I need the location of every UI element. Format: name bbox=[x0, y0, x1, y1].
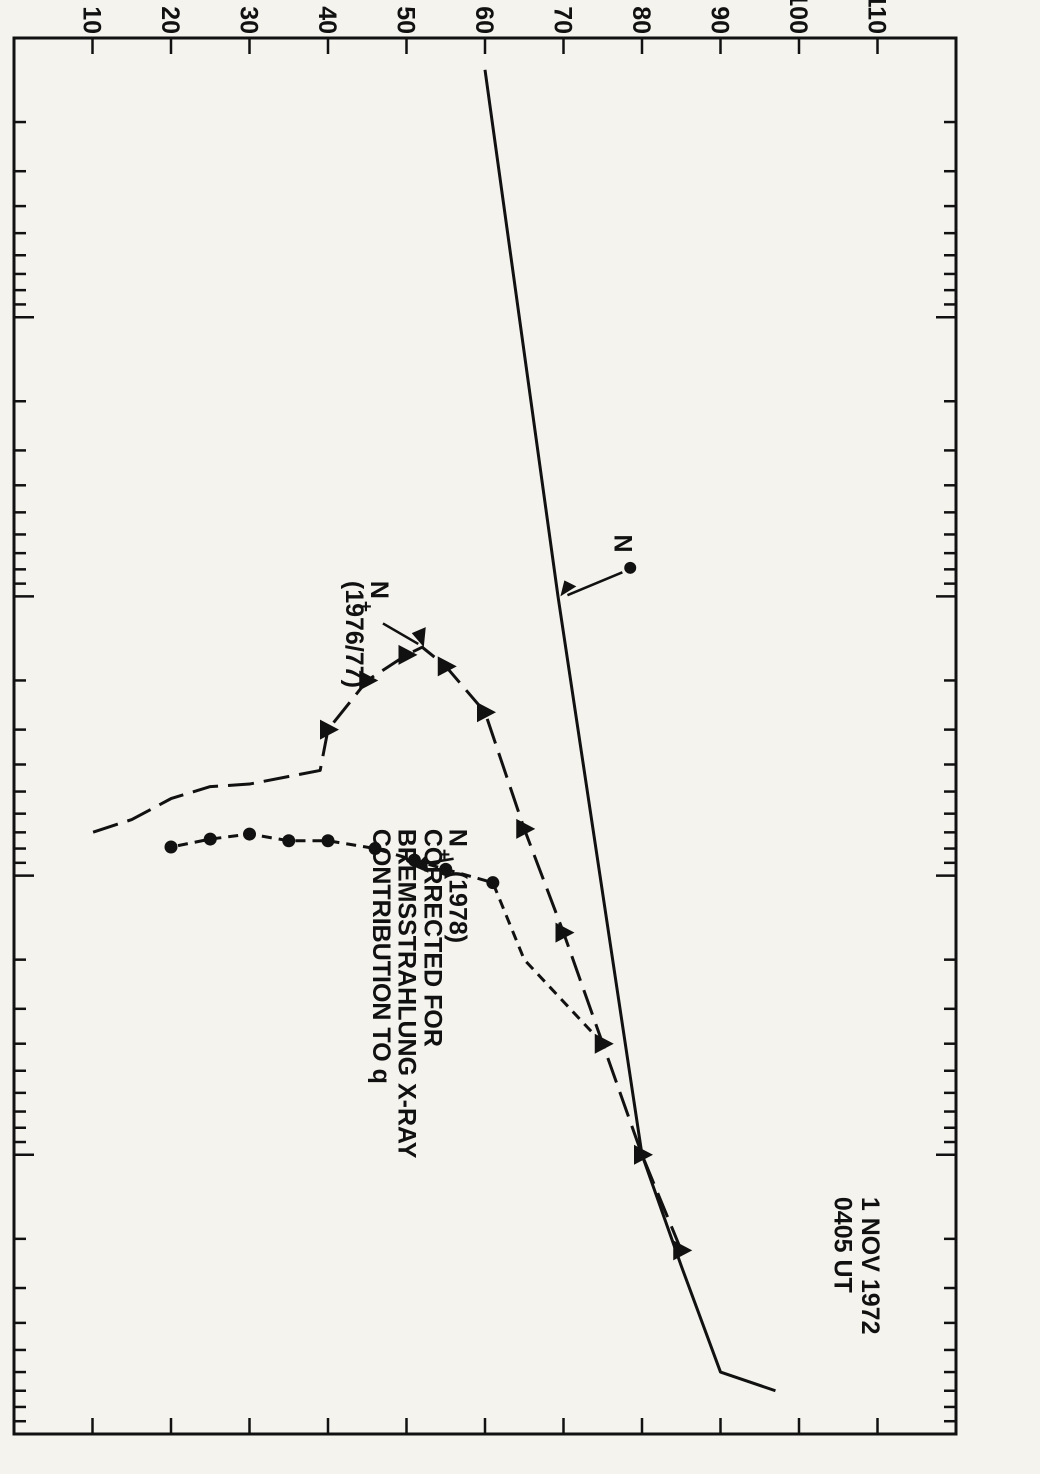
data-point-triangle bbox=[673, 1240, 693, 1261]
annotation-n-dot bbox=[624, 561, 637, 574]
y-tick-label: 30 bbox=[235, 6, 263, 34]
annotation-n-plus-1976-77: N +(1976/77) bbox=[340, 581, 426, 688]
data-point-circle bbox=[407, 853, 421, 867]
y-tick-label: 70 bbox=[549, 6, 577, 34]
y-tick-label: 60 bbox=[470, 6, 498, 34]
data-point-circle bbox=[203, 832, 217, 846]
data-point-circle bbox=[164, 840, 178, 854]
plot-frame bbox=[12, 36, 958, 1436]
y-tick-label: 80 bbox=[627, 6, 655, 34]
data-point-circle bbox=[439, 862, 453, 876]
annotation-n-plus-1978-sub: + bbox=[433, 849, 454, 860]
chart-subtitle: 0405 UT bbox=[828, 1197, 856, 1293]
series-line-3 bbox=[170, 832, 604, 1045]
chart-title: 1 NOV 1972 bbox=[856, 1197, 884, 1335]
series-line-2 bbox=[92, 645, 683, 1251]
y-tick-label: 100 bbox=[784, 0, 812, 34]
axis-ticks bbox=[14, 36, 956, 1436]
y-tick-label: 20 bbox=[156, 6, 184, 34]
annotation-n-plus-1976-77-arrow bbox=[382, 622, 419, 646]
data-point-triangle bbox=[320, 719, 339, 740]
y-tick-label: 110 bbox=[863, 0, 891, 34]
data-point-triangle bbox=[477, 702, 496, 723]
data-point-triangle bbox=[359, 670, 379, 691]
annotation-n-plus-1978-line4: CONTRIBUTION TO q bbox=[367, 829, 395, 1084]
data-point-triangle bbox=[398, 644, 418, 665]
annotation-n-plus-1978-line3: BREMSSTRAHLUNG X-RAY bbox=[393, 829, 421, 1159]
annotation-n-plus-1978-n: N bbox=[444, 829, 472, 847]
data-point-triangle bbox=[437, 656, 457, 677]
data-point-circle bbox=[321, 834, 335, 848]
annotation-n-arrowhead bbox=[560, 580, 577, 597]
annotation-n-plus-1978-arrowhead bbox=[414, 854, 429, 873]
y-tick-label: 10 bbox=[78, 6, 106, 34]
data-point-circle bbox=[243, 827, 256, 841]
annotation-n-plus-1978-year: (1978) bbox=[444, 871, 472, 943]
annotation-n-plus-1976-77-years: (1976/77) bbox=[340, 581, 368, 688]
y-tick-label: 50 bbox=[392, 6, 420, 34]
y-tick-label: 40 bbox=[313, 6, 341, 34]
annotation-n-plus-1976-77-arrowhead bbox=[411, 627, 426, 648]
series-line-1 bbox=[483, 69, 776, 1393]
data-point-triangle bbox=[634, 1144, 653, 1165]
annotation-n: N bbox=[609, 534, 637, 552]
data-point-circle bbox=[368, 842, 382, 856]
data-point-circle bbox=[282, 834, 296, 848]
data-point-circle bbox=[486, 876, 500, 890]
annotation-n-plus-1976-77-sub: + bbox=[354, 601, 375, 612]
annotation-n-arrow bbox=[566, 571, 623, 597]
data-point-triangle bbox=[555, 922, 575, 943]
axis-labels: 1011021031041051061020304050607080901001… bbox=[78, 0, 891, 34]
series-layer bbox=[92, 69, 776, 1393]
y-tick-label: 90 bbox=[706, 6, 734, 34]
annotation-n-plus-1976-77-n: N bbox=[365, 581, 393, 599]
data-point-triangle bbox=[516, 818, 536, 839]
